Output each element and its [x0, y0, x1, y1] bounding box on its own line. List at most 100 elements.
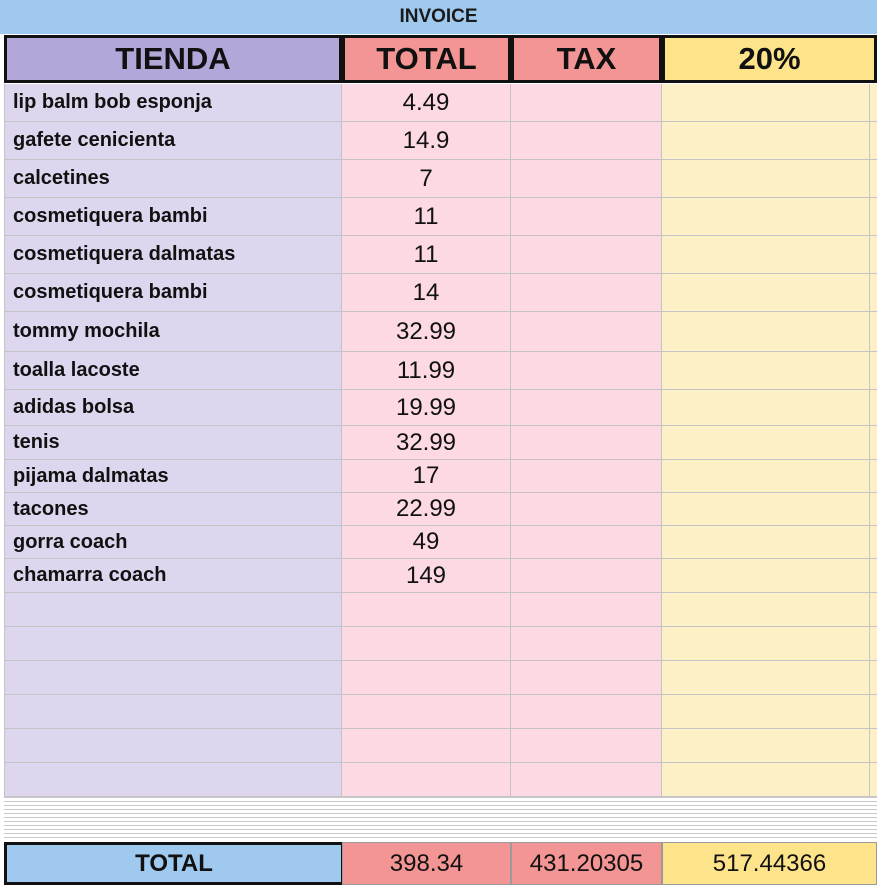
- item-name-cell[interactable]: [4, 593, 342, 627]
- item-tax-cell[interactable]: [511, 160, 662, 198]
- item-name-cell[interactable]: lip balm bob esponja: [4, 84, 342, 122]
- item-total-cell[interactable]: 4.49: [342, 84, 511, 122]
- item-name-cell[interactable]: [4, 627, 342, 661]
- next-column-edge[interactable]: [870, 526, 877, 559]
- next-column-edge[interactable]: [870, 274, 877, 312]
- next-column-edge[interactable]: [870, 236, 877, 274]
- next-column-edge[interactable]: [870, 661, 877, 695]
- item-tax-cell[interactable]: [511, 426, 662, 460]
- item-name-cell[interactable]: cosmetiquera bambi: [4, 274, 342, 312]
- next-column-edge[interactable]: [870, 122, 877, 160]
- item-name-cell[interactable]: gafete cenicienta: [4, 122, 342, 160]
- next-column-edge[interactable]: [870, 460, 877, 493]
- item-tax-cell[interactable]: [511, 661, 662, 695]
- item-total-cell[interactable]: [342, 729, 511, 763]
- item-tax-cell[interactable]: [511, 352, 662, 390]
- item-tax-cell[interactable]: [511, 312, 662, 352]
- item-tax-cell[interactable]: [511, 763, 662, 797]
- item-tax-cell[interactable]: [511, 729, 662, 763]
- next-column-edge[interactable]: [870, 84, 877, 122]
- item-total-cell[interactable]: 11.99: [342, 352, 511, 390]
- item-percent-cell[interactable]: [662, 559, 870, 593]
- next-column-edge[interactable]: [870, 559, 877, 593]
- next-column-edge[interactable]: [870, 593, 877, 627]
- item-percent-cell[interactable]: [662, 460, 870, 493]
- item-tax-cell[interactable]: [511, 274, 662, 312]
- item-percent-cell[interactable]: [662, 122, 870, 160]
- item-name-cell[interactable]: tommy mochila: [4, 312, 342, 352]
- item-name-cell[interactable]: [4, 661, 342, 695]
- item-percent-cell[interactable]: [662, 236, 870, 274]
- item-name-cell[interactable]: [4, 695, 342, 729]
- item-total-cell[interactable]: 14.9: [342, 122, 511, 160]
- item-percent-cell[interactable]: [662, 695, 870, 729]
- item-total-cell[interactable]: 11: [342, 236, 511, 274]
- next-column-edge[interactable]: [870, 198, 877, 236]
- item-percent-cell[interactable]: [662, 593, 870, 627]
- item-total-cell[interactable]: 32.99: [342, 312, 511, 352]
- item-name-cell[interactable]: tacones: [4, 493, 342, 526]
- item-percent-cell[interactable]: [662, 84, 870, 122]
- item-tax-cell[interactable]: [511, 593, 662, 627]
- item-name-cell[interactable]: gorra coach: [4, 526, 342, 559]
- item-tax-cell[interactable]: [511, 526, 662, 559]
- footer-percent-value[interactable]: 517.44366: [662, 842, 877, 885]
- item-total-cell[interactable]: [342, 763, 511, 797]
- item-name-cell[interactable]: cosmetiquera dalmatas: [4, 236, 342, 274]
- item-total-cell[interactable]: 11: [342, 198, 511, 236]
- item-total-cell[interactable]: 17: [342, 460, 511, 493]
- header-store[interactable]: TIENDA: [4, 35, 342, 83]
- footer-total-value[interactable]: 398.34: [342, 842, 511, 885]
- item-total-cell[interactable]: 149: [342, 559, 511, 593]
- item-total-cell[interactable]: [342, 661, 511, 695]
- item-percent-cell[interactable]: [662, 526, 870, 559]
- item-tax-cell[interactable]: [511, 236, 662, 274]
- header-tax[interactable]: TAX: [511, 35, 662, 83]
- item-total-cell[interactable]: 14: [342, 274, 511, 312]
- item-total-cell[interactable]: [342, 593, 511, 627]
- item-name-cell[interactable]: cosmetiquera bambi: [4, 198, 342, 236]
- item-percent-cell[interactable]: [662, 312, 870, 352]
- item-tax-cell[interactable]: [511, 198, 662, 236]
- item-percent-cell[interactable]: [662, 274, 870, 312]
- item-tax-cell[interactable]: [511, 559, 662, 593]
- item-percent-cell[interactable]: [662, 729, 870, 763]
- item-total-cell[interactable]: 22.99: [342, 493, 511, 526]
- item-name-cell[interactable]: [4, 763, 342, 797]
- item-total-cell[interactable]: [342, 695, 511, 729]
- item-tax-cell[interactable]: [511, 84, 662, 122]
- header-total[interactable]: TOTAL: [342, 35, 511, 83]
- item-percent-cell[interactable]: [662, 160, 870, 198]
- item-tax-cell[interactable]: [511, 390, 662, 426]
- item-percent-cell[interactable]: [662, 627, 870, 661]
- next-column-edge[interactable]: [870, 763, 877, 797]
- item-name-cell[interactable]: [4, 729, 342, 763]
- item-total-cell[interactable]: 32.99: [342, 426, 511, 460]
- next-column-edge[interactable]: [870, 493, 877, 526]
- item-percent-cell[interactable]: [662, 390, 870, 426]
- item-tax-cell[interactable]: [511, 460, 662, 493]
- footer-tax-value[interactable]: 431.20305: [511, 842, 662, 885]
- item-name-cell[interactable]: pijama dalmatas: [4, 460, 342, 493]
- item-percent-cell[interactable]: [662, 493, 870, 526]
- item-name-cell[interactable]: chamarra coach: [4, 559, 342, 593]
- item-total-cell[interactable]: 49: [342, 526, 511, 559]
- item-tax-cell[interactable]: [511, 695, 662, 729]
- item-percent-cell[interactable]: [662, 763, 870, 797]
- item-total-cell[interactable]: 19.99: [342, 390, 511, 426]
- item-percent-cell[interactable]: [662, 661, 870, 695]
- next-column-edge[interactable]: [870, 426, 877, 460]
- next-column-edge[interactable]: [870, 160, 877, 198]
- item-name-cell[interactable]: calcetines: [4, 160, 342, 198]
- next-column-edge[interactable]: [870, 390, 877, 426]
- item-percent-cell[interactable]: [662, 426, 870, 460]
- item-percent-cell[interactable]: [662, 352, 870, 390]
- footer-total-label[interactable]: TOTAL: [4, 842, 344, 885]
- item-tax-cell[interactable]: [511, 122, 662, 160]
- item-total-cell[interactable]: 7: [342, 160, 511, 198]
- item-tax-cell[interactable]: [511, 627, 662, 661]
- item-percent-cell[interactable]: [662, 198, 870, 236]
- next-column-edge[interactable]: [870, 729, 877, 763]
- item-name-cell[interactable]: toalla lacoste: [4, 352, 342, 390]
- item-name-cell[interactable]: tenis: [4, 426, 342, 460]
